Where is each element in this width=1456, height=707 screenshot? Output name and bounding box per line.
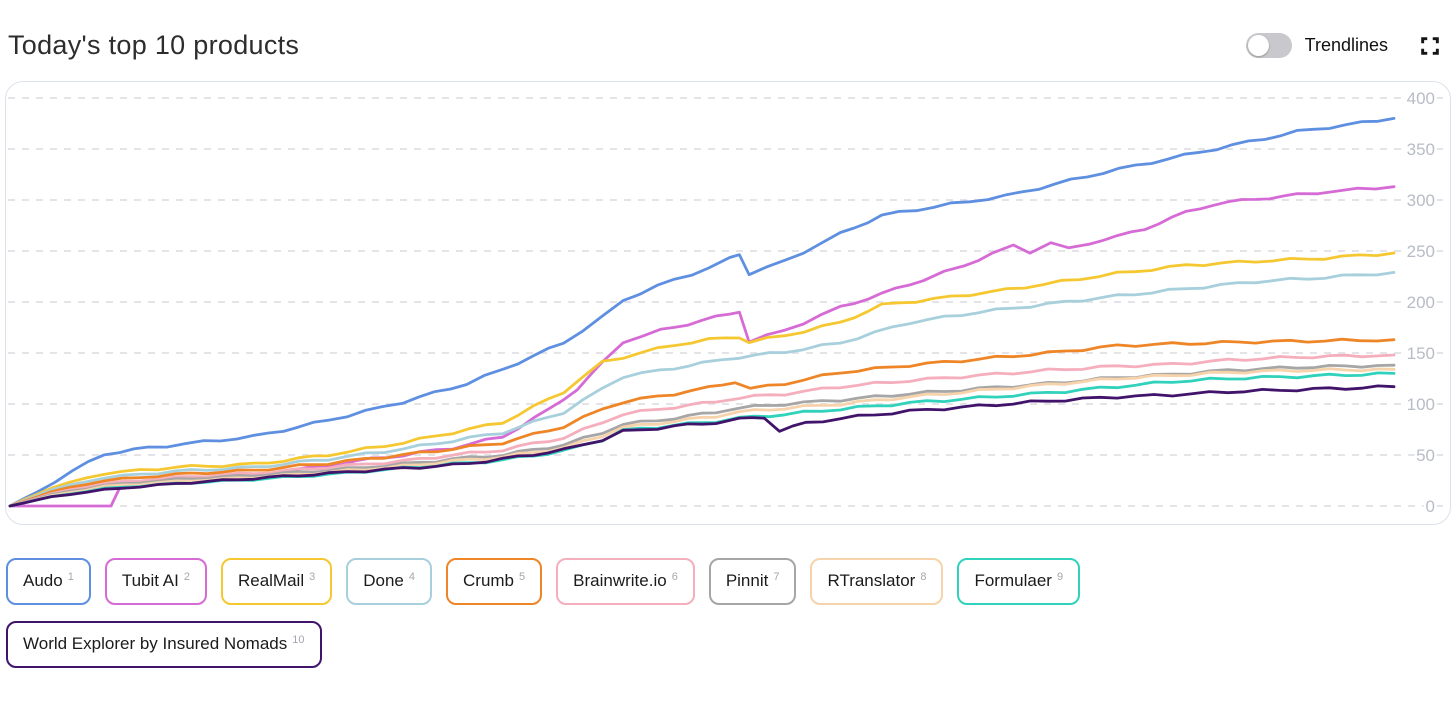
legend-pill-label: Brainwrite.io [573, 571, 667, 590]
series-line-tubit-ai [8, 185, 1396, 508]
y-tick-label-350: 350 [1407, 140, 1435, 159]
legend-pill-rank: 2 [183, 571, 190, 583]
trendlines-toggle[interactable] [1245, 33, 1292, 58]
series-line-realmail [8, 251, 1396, 508]
legend-pill-rank: 4 [408, 571, 415, 583]
legend-pill-label: RTranslator [827, 571, 916, 590]
toggle-knob-icon [1247, 35, 1269, 56]
page-title: Today's top 10 products [8, 30, 300, 60]
series-line-crumb [8, 337, 1396, 508]
chart-card: 0 50 100 150 200 250 300 350 400 [5, 81, 1451, 525]
legend-pill-rtranslator[interactable]: RTranslator 8 [810, 558, 944, 605]
legend-pill-crumb[interactable]: Crumb 5 [446, 558, 543, 605]
line-chart[interactable]: 0 50 100 150 200 250 300 350 400 [6, 82, 1449, 523]
series-line-pinnit [8, 363, 1396, 508]
legend-pill-brainwrite-io[interactable]: Brainwrite.io 6 [556, 558, 695, 605]
y-tick-label-100: 100 [1407, 395, 1435, 414]
legend-pill-tubit-ai[interactable]: Tubit AI 2 [104, 558, 207, 605]
legend-pill-rank: 6 [671, 571, 678, 583]
series-line-audo [8, 117, 1396, 508]
legend-pill-rank: 10 [292, 634, 305, 646]
legend-pill-label: Done [363, 571, 404, 590]
fullscreen-icon [1421, 36, 1439, 55]
legend-pill-label: Audo [23, 571, 63, 590]
legend-pill-pinnit[interactable]: Pinnit 7 [708, 558, 797, 605]
legend-pill-label: World Explorer by Insured Nomads [23, 634, 288, 653]
legend-pill-rank: 9 [1056, 571, 1064, 583]
legend-pill-audo[interactable]: Audo 1 [6, 558, 91, 605]
legend: Audo 1 Tubit AI 2 RealMail 3 Done 4 Crumb 5 Brainw… [6, 558, 1286, 668]
legend-pill-label: Tubit AI [121, 571, 179, 590]
series-line-rtranslator [8, 367, 1396, 508]
y-tick-label-300: 300 [1407, 191, 1435, 210]
header: Today's top 10 products Trendlines [0, 0, 1456, 81]
series-line-formulaer [8, 371, 1396, 508]
y-tick-label-50: 50 [1416, 446, 1435, 465]
legend-pill-formulaer[interactable]: Formulaer 9 [957, 558, 1081, 605]
legend-pill-rank: 7 [773, 571, 780, 583]
y-tick-label-200: 200 [1407, 293, 1435, 312]
legend-pill-label: Crumb [463, 571, 515, 590]
legend-pill-rank: 5 [519, 571, 526, 583]
fullscreen-button[interactable] [1418, 34, 1442, 58]
legend-pill-rank: 8 [920, 571, 927, 583]
trendlines-toggle-group[interactable]: Trendlines [1245, 33, 1388, 58]
legend-pill-rank: 3 [309, 571, 316, 583]
header-controls: Trendlines [1245, 33, 1442, 58]
trendlines-label: Trendlines [1304, 35, 1388, 55]
legend-pill-label: Pinnit [725, 571, 769, 590]
y-tick-label-150: 150 [1407, 344, 1435, 363]
y-tick-label-0: 0 [1426, 497, 1435, 516]
legend-pill-realmail[interactable]: RealMail 3 [220, 558, 333, 605]
legend-pill-rank: 1 [67, 571, 74, 583]
legend-pill-done[interactable]: Done 4 [346, 558, 432, 605]
y-tick-label-250: 250 [1407, 242, 1435, 261]
series-line-brainwrite-io [8, 353, 1396, 508]
legend-pill-world-explorer-by-insured-nomads[interactable]: World Explorer by Insured Nomads 10 [6, 621, 322, 668]
legend-pill-label: RealMail [237, 571, 305, 590]
legend-pill-label: Formulaer [974, 571, 1052, 590]
series-line-world-explorer-by-insured-nomads [8, 384, 1396, 508]
series-line-done [8, 270, 1396, 508]
y-tick-label-400: 400 [1407, 89, 1435, 108]
